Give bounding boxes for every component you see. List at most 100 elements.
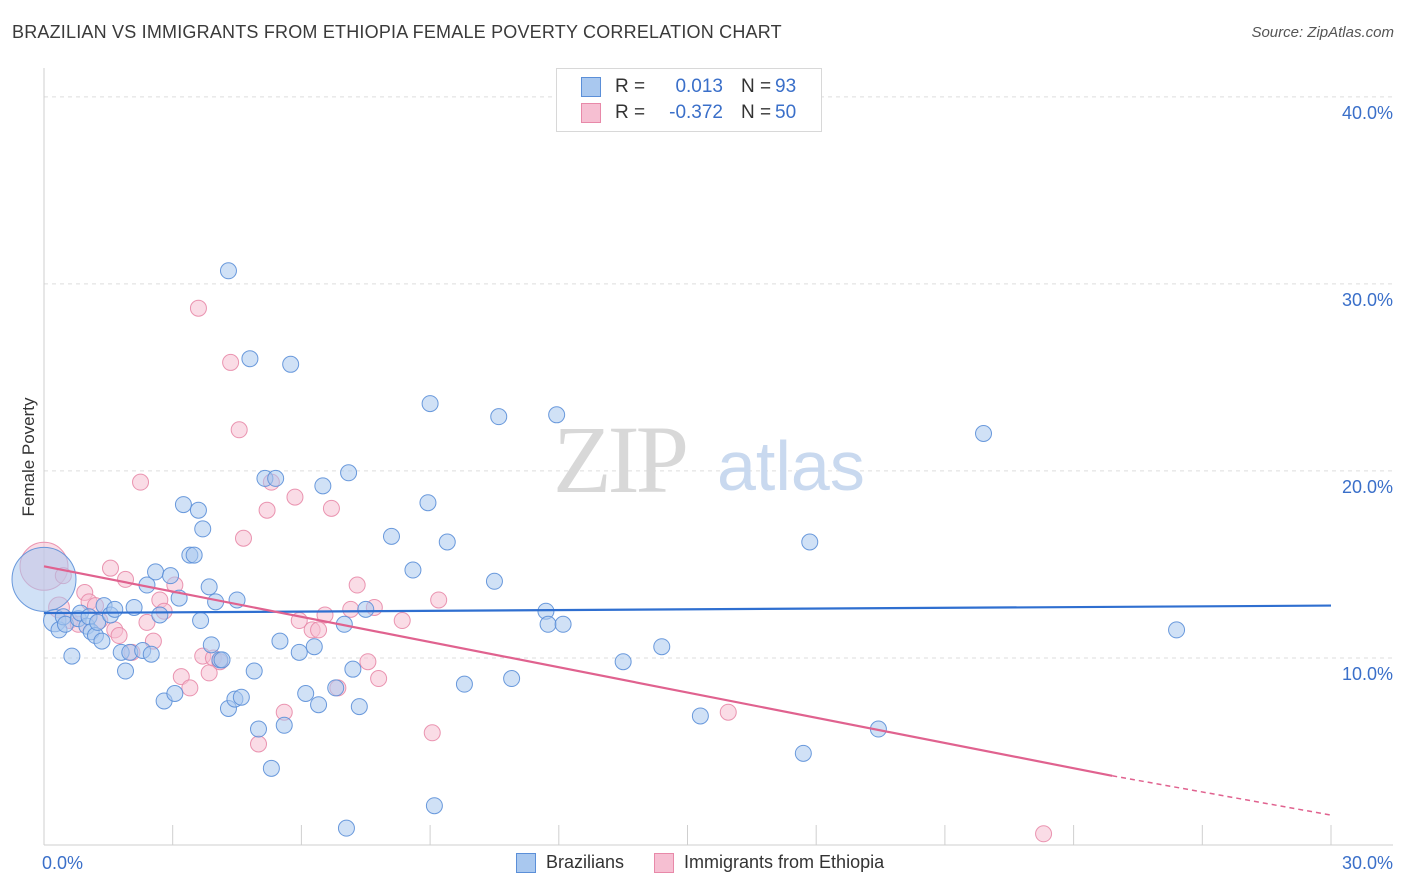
data-point (241, 350, 259, 368)
data-point (975, 425, 993, 443)
data-point (106, 600, 124, 618)
legend-n-label: N = (741, 76, 772, 97)
legend-n-value: 50 (775, 102, 797, 123)
data-point (202, 636, 220, 654)
x-tick-label: 0.0% (42, 853, 83, 873)
correlation-legend: R = 0.013 N = 93 R = -0.372 N = 50 (556, 68, 822, 132)
x-tick-label: 30.0% (1342, 853, 1393, 873)
data-point (166, 684, 184, 702)
points-brazilians (11, 262, 1186, 837)
data-point (189, 299, 207, 317)
data-point (322, 499, 340, 517)
watermark-zip: ZIP (553, 406, 686, 513)
data-point (267, 469, 285, 487)
legend-label-brazilians: Brazilians (546, 852, 625, 872)
watermark: ZIP atlas (553, 406, 865, 513)
data-point (219, 262, 237, 280)
trend-line-brazilians (43, 604, 1332, 615)
data-point (117, 662, 135, 680)
legend-row-ethiopia: R = -0.372 N = 50 (581, 100, 796, 126)
data-point (138, 613, 156, 631)
data-point (337, 819, 355, 837)
data-point (213, 651, 231, 669)
y-tick-label: 30.0% (1342, 290, 1393, 310)
data-point (393, 612, 411, 630)
legend-swatch-blue (581, 77, 601, 97)
data-point (305, 638, 323, 656)
data-point (275, 716, 293, 734)
data-point (327, 679, 345, 697)
legend-item-brazilians: Brazilians (516, 852, 624, 873)
y-tick-label: 20.0% (1342, 477, 1393, 497)
data-point (297, 684, 315, 702)
data-point (314, 477, 332, 495)
legend-r-value: 0.013 (675, 76, 723, 97)
data-point (230, 421, 248, 439)
data-point (357, 600, 375, 618)
data-point (234, 529, 252, 547)
data-point (290, 643, 308, 661)
data-point (151, 606, 169, 624)
data-point (801, 533, 819, 551)
legend-r-label: R = (615, 76, 646, 97)
data-point (258, 501, 276, 519)
data-point (181, 679, 199, 697)
data-point (382, 527, 400, 545)
data-point (430, 591, 448, 609)
source-label: Source: ZipAtlas.com (1251, 24, 1394, 41)
data-point (490, 408, 508, 426)
data-point (359, 653, 377, 671)
data-point (271, 632, 289, 650)
data-point (310, 621, 328, 639)
data-point (348, 576, 366, 594)
data-point (172, 668, 190, 686)
tick-labels: 10.0% 20.0% 30.0% 40.0% 0.0% 30.0% (42, 103, 1393, 873)
data-point (719, 703, 737, 721)
legend-swatch-pink (581, 103, 601, 123)
data-point (11, 546, 77, 612)
data-point (250, 735, 267, 753)
data-point (310, 696, 328, 714)
data-point (162, 567, 180, 585)
legend-r-label: R = (615, 102, 646, 123)
data-point (653, 638, 671, 656)
chart-title: BRAZILIAN VS IMMIGRANTS FROM ETHIOPIA FE… (12, 22, 782, 42)
legend-row-brazilians: R = 0.013 N = 93 (581, 74, 796, 100)
legend-swatch-blue (516, 852, 536, 873)
series-legend: Brazilians Immigrants from Ethiopia (516, 852, 914, 873)
data-point (554, 615, 572, 633)
data-point (262, 759, 280, 777)
y-tick-label: 40.0% (1342, 103, 1393, 123)
data-point (1168, 621, 1186, 639)
data-point (539, 615, 557, 633)
legend-swatch-pink (654, 852, 675, 873)
data-point (548, 406, 566, 424)
data-point (691, 707, 709, 725)
data-point (89, 613, 107, 631)
data-point (200, 578, 218, 596)
y-tick-label: 10.0% (1342, 664, 1393, 684)
data-point (101, 559, 119, 577)
data-point (455, 675, 473, 693)
grid-lines (44, 96, 1393, 659)
data-point (342, 600, 360, 618)
data-point (282, 355, 300, 373)
data-point (485, 572, 503, 590)
legend-r-value: -0.372 (669, 102, 723, 123)
data-point (340, 464, 358, 482)
data-point (93, 632, 111, 650)
legend-label-ethiopia: Immigrants from Ethiopia (684, 852, 885, 872)
data-point (423, 724, 441, 742)
data-point (614, 653, 632, 671)
data-point (174, 496, 192, 514)
data-point (250, 720, 267, 738)
data-point (503, 670, 521, 688)
data-point (419, 494, 437, 512)
data-point (425, 797, 443, 815)
data-point (794, 744, 812, 762)
data-point (344, 660, 362, 678)
axes (43, 68, 1393, 846)
data-point (142, 645, 160, 663)
data-point (286, 488, 304, 506)
